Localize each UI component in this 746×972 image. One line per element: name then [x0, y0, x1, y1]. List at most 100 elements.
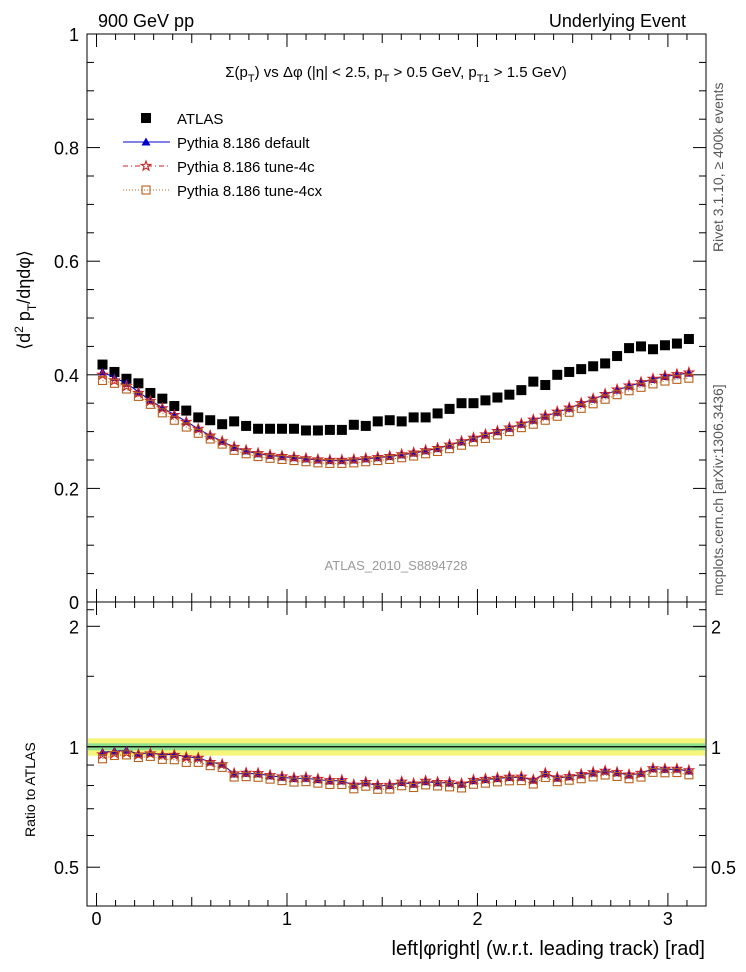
data-point-pythia-8-186-tune-4c	[503, 420, 516, 434]
ratio-point-pythia-8-186-tune-4cx	[337, 779, 347, 790]
ratio-point-pythia-8-186-tune-4cx	[349, 784, 359, 794]
data-point-pythia-8-186-tune-4c	[622, 378, 636, 391]
data-point-pythia-8-186-tune-4cx	[684, 373, 694, 383]
ratio-point-pythia-8-186-tune-4c	[191, 751, 205, 764]
mcplots-label: mcplots.cern.ch [arXiv:1306.3436]	[710, 384, 726, 596]
data-point-pythia-8-186-tune-4c	[395, 447, 409, 460]
chart-title: Σ(pT) vs Δφ (|η| < 2.5, pT > 0.5 GeV, pT…	[225, 64, 567, 85]
data-point-pythia-8-186-tune-4c	[383, 449, 397, 462]
legend-label-pythia-8-186-tune-4cx: Pythia 8.186 tune-4cx	[177, 183, 323, 200]
data-point-pythia-8-186-tune-4c	[610, 382, 624, 395]
data-point-atlas	[480, 395, 491, 406]
data-point-atlas	[229, 416, 240, 427]
series-line-pythia-8-186-tune-4cx	[102, 377, 689, 464]
series-line-pythia-8-186-default	[102, 371, 689, 462]
y-tick-label: 0.4	[54, 366, 79, 386]
data-point-pythia-8-186-tune-4cx	[564, 407, 574, 417]
ratio-point-pythia-8-186-tune-4c	[550, 770, 564, 783]
data-point-pythia-8-186-tune-4c	[156, 401, 169, 414]
ratio-point-pythia-8-186-tune-4cx	[217, 762, 227, 772]
data-point-atlas	[372, 416, 383, 427]
data-point-pythia-8-186-tune-4c	[419, 443, 432, 456]
ratio-point-pythia-8-186-tune-4c	[263, 768, 277, 781]
data-point-pythia-8-186-tune-4c	[514, 416, 528, 430]
legend-label-pythia-8-186-default: Pythia 8.186 default	[177, 135, 310, 152]
ratio-point-pythia-8-186-tune-4c	[586, 765, 600, 778]
ratio-point-pythia-8-186-tune-4c	[156, 748, 169, 761]
ratio-point-pythia-8-186-tune-4c	[431, 775, 444, 788]
data-point-pythia-8-186-tune-4cx	[229, 445, 239, 455]
ratio-point-pythia-8-186-tune-4c	[658, 762, 672, 775]
ratio-point-pythia-8-186-tune-4cx	[97, 754, 108, 764]
data-point-pythia-8-186-tune-4cx	[409, 451, 419, 461]
data-point-atlas	[564, 366, 575, 377]
data-point-pythia-8-186-tune-4cx	[373, 456, 383, 466]
y-axis-label: ⟨d2 pT/dηdφ⟩	[12, 250, 39, 350]
data-point-pythia-8-186-tune-4c	[562, 401, 576, 414]
data-point-pythia-8-186-tune-4cx	[492, 430, 502, 440]
x-tick-label: 2	[472, 909, 482, 929]
data-point-atlas	[612, 351, 623, 362]
data-point-pythia-8-186-tune-4c	[191, 422, 205, 435]
ratio-point-pythia-8-186-tune-4cx	[181, 757, 191, 767]
data-point-atlas	[552, 369, 563, 380]
ratio-point-pythia-8-186-tune-4c	[239, 766, 253, 779]
data-point-pythia-8-186-tune-4cx	[504, 427, 514, 437]
x-tick-label: 3	[663, 909, 673, 929]
ratio-point-pythia-8-186-tune-4cx	[444, 782, 455, 792]
data-point-atlas	[600, 358, 611, 369]
data-point-pythia-8-186-tune-4cx	[205, 434, 215, 444]
data-point-atlas	[504, 389, 515, 400]
data-point-atlas	[145, 387, 156, 398]
ratio-point-pythia-8-186-tune-4cx	[612, 771, 622, 781]
data-point-pythia-8-186-tune-4c	[491, 424, 504, 437]
ratio-point-pythia-8-186-tune-4cx	[564, 775, 574, 785]
ratio-point-pythia-8-186-tune-4cx	[672, 768, 682, 778]
ratio-y-axis-label: Ratio to ATLAS	[22, 742, 38, 837]
ratio-point-pythia-8-186-tune-4cx	[229, 772, 239, 782]
data-point-atlas	[121, 373, 132, 384]
data-point-atlas	[288, 423, 299, 434]
data-point-pythia-8-186-tune-4c	[239, 443, 253, 456]
ratio-point-pythia-8-186-tune-4cx	[504, 776, 514, 786]
data-point-pythia-8-186-tune-4c	[574, 396, 588, 409]
data-point-pythia-8-186-tune-4c	[670, 367, 684, 380]
ratio-point-pythia-8-186-tune-4cx	[313, 778, 323, 788]
data-point-atlas	[300, 425, 311, 436]
ratio-point-pythia-8-186-tune-4cx	[552, 777, 562, 787]
data-point-pythia-8-186-tune-4cx	[612, 390, 622, 400]
data-point-pythia-8-186-tune-4cx	[109, 378, 120, 388]
data-point-pythia-8-186-tune-4cx	[121, 384, 131, 394]
x-axis-label: left|φright| (w.r.t. leading track) [rad…	[392, 938, 705, 960]
data-point-pythia-8-186-tune-4cx	[444, 444, 455, 454]
legend-marker-pythia-8-186-default	[141, 137, 151, 146]
y-tick-label: 1	[69, 25, 79, 45]
ratio-tick-label-right: 1	[711, 738, 721, 758]
ratio-point-pythia-8-186-tune-4cx	[385, 784, 395, 794]
ratio-point-pythia-8-186-tune-4cx	[624, 774, 634, 784]
data-point-atlas	[157, 393, 168, 404]
data-point-atlas	[336, 424, 347, 435]
data-point-atlas	[456, 398, 467, 409]
data-point-pythia-8-186-tune-4cx	[660, 376, 670, 386]
ratio-point-pythia-8-186-tune-4cx	[133, 752, 143, 763]
data-point-pythia-8-186-tune-4c	[347, 452, 361, 465]
data-point-atlas	[408, 412, 419, 423]
ratio-point-pythia-8-186-tune-4c	[407, 776, 420, 789]
data-point-pythia-8-186-tune-4c	[251, 446, 265, 459]
ratio-point-pythia-8-186-tune-4cx	[373, 784, 383, 794]
data-point-atlas	[324, 424, 335, 435]
ratio-point-pythia-8-186-tune-4c	[622, 767, 636, 780]
data-point-pythia-8-186-tune-4cx	[253, 452, 263, 462]
data-point-pythia-8-186-tune-4cx	[361, 457, 371, 467]
ratio-point-pythia-8-186-tune-4cx	[516, 776, 526, 786]
ratio-point-pythia-8-186-tune-4c	[634, 766, 648, 779]
ratio-point-pythia-8-186-tune-4c	[491, 771, 504, 784]
data-point-pythia-8-186-tune-4c	[550, 405, 564, 418]
legend-label-atlas: ATLAS	[177, 111, 223, 128]
ratio-point-pythia-8-186-tune-4cx	[145, 751, 155, 761]
data-point-atlas	[217, 419, 228, 430]
ratio-point-pythia-8-186-tune-4cx	[468, 779, 479, 789]
ratio-point-pythia-8-186-tune-4cx	[121, 750, 131, 760]
data-point-atlas	[253, 423, 264, 434]
